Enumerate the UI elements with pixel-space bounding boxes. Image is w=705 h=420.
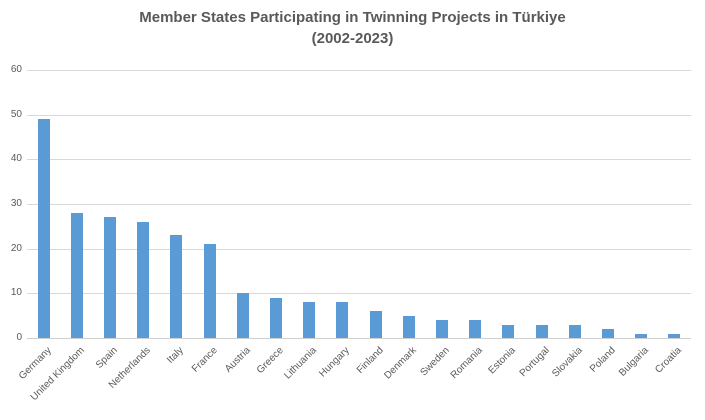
bar-slovakia [568, 324, 581, 338]
bar-croatia [668, 333, 681, 338]
bar-portugal [535, 324, 548, 338]
bar-poland [602, 329, 614, 338]
gridline-10 [27, 293, 691, 294]
y-tick-label-50: 50 [10, 109, 22, 120]
bar-sweden [436, 320, 448, 338]
bar-hungary [336, 302, 349, 338]
gridline-60 [27, 70, 691, 71]
bar-denmark [402, 315, 415, 338]
bar-austria [236, 293, 249, 338]
bar-italy [170, 235, 183, 338]
x-axis-line [27, 338, 691, 339]
bar-finland [369, 311, 382, 338]
y-tick-label-10: 10 [10, 287, 22, 298]
bar-spain [104, 217, 116, 338]
chart-title: Member States Participating in Twinning … [0, 7, 705, 49]
y-tick-label-30: 30 [10, 198, 22, 209]
bar-germany [37, 119, 50, 338]
gridline-40 [27, 159, 691, 160]
bar-united-kingdom [70, 212, 83, 338]
y-tick-label-20: 20 [10, 243, 22, 254]
chart-title-line2: (2002-2023) [311, 30, 394, 47]
chart-title-line1: Member States Participating in Twinning … [139, 9, 566, 26]
y-tick-label-60: 60 [10, 64, 22, 75]
bar-france [203, 244, 216, 338]
gridline-20 [27, 249, 691, 250]
y-tick-label-0: 0 [16, 332, 22, 343]
gridline-50 [27, 115, 691, 116]
bar-lithuania [303, 302, 316, 338]
bar-netherlands [137, 221, 150, 338]
bar-greece [270, 297, 282, 338]
y-tick-label-40: 40 [10, 153, 22, 164]
gridline-30 [27, 204, 691, 205]
bar-romania [469, 320, 482, 338]
bar-bulgaria [635, 333, 648, 338]
bar-estonia [502, 324, 515, 338]
